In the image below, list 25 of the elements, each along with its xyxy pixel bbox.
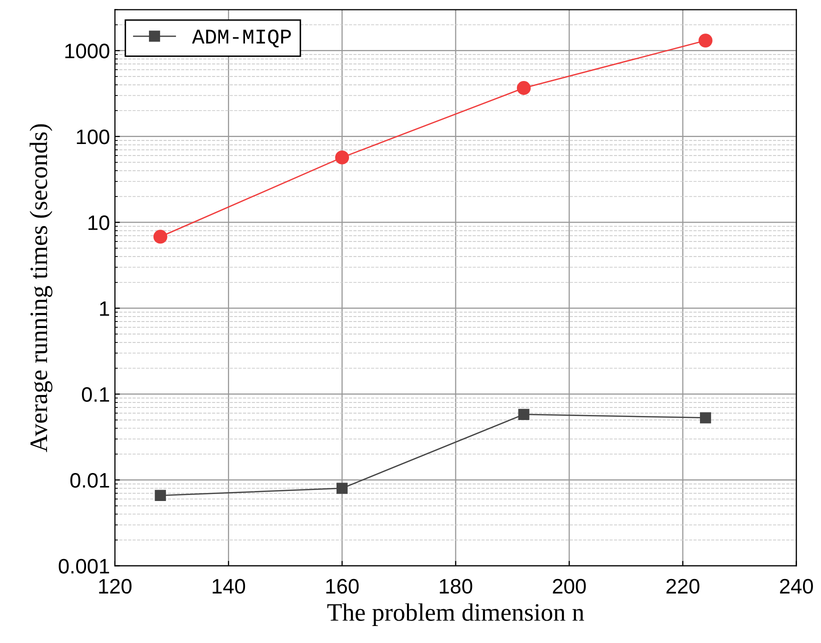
x-tick-label: 140 bbox=[212, 578, 246, 594]
point bbox=[516, 81, 531, 95]
x-tick-label: 240 bbox=[780, 578, 813, 594]
point bbox=[153, 230, 168, 244]
x-tick-label: 220 bbox=[666, 578, 700, 594]
legend-label: ADM-MIQP bbox=[192, 30, 291, 48]
y-tick-label: 1000 bbox=[65, 44, 110, 58]
y-tick-label: 1 bbox=[100, 301, 110, 316]
point bbox=[154, 490, 166, 502]
point bbox=[698, 34, 712, 48]
point bbox=[336, 482, 348, 494]
point bbox=[700, 412, 712, 424]
y-axis-title: Average running times (seconds) bbox=[30, 124, 52, 452]
y-tick-label: 0.01 bbox=[70, 472, 110, 488]
x-tick-label: 160 bbox=[326, 578, 359, 594]
x-tick-label: 200 bbox=[552, 578, 586, 594]
y-tick-label: 0.001 bbox=[58, 558, 110, 574]
point bbox=[518, 408, 530, 420]
y-tick-label: 100 bbox=[76, 129, 110, 144]
point bbox=[335, 150, 350, 164]
x-tick-label: 120 bbox=[99, 578, 132, 594]
x-tick-label: 180 bbox=[440, 578, 472, 594]
y-tick-label: 0.1 bbox=[82, 387, 110, 402]
y-tick-label: 10 bbox=[88, 215, 110, 230]
x-axis-title: The problem dimension n bbox=[327, 603, 584, 626]
